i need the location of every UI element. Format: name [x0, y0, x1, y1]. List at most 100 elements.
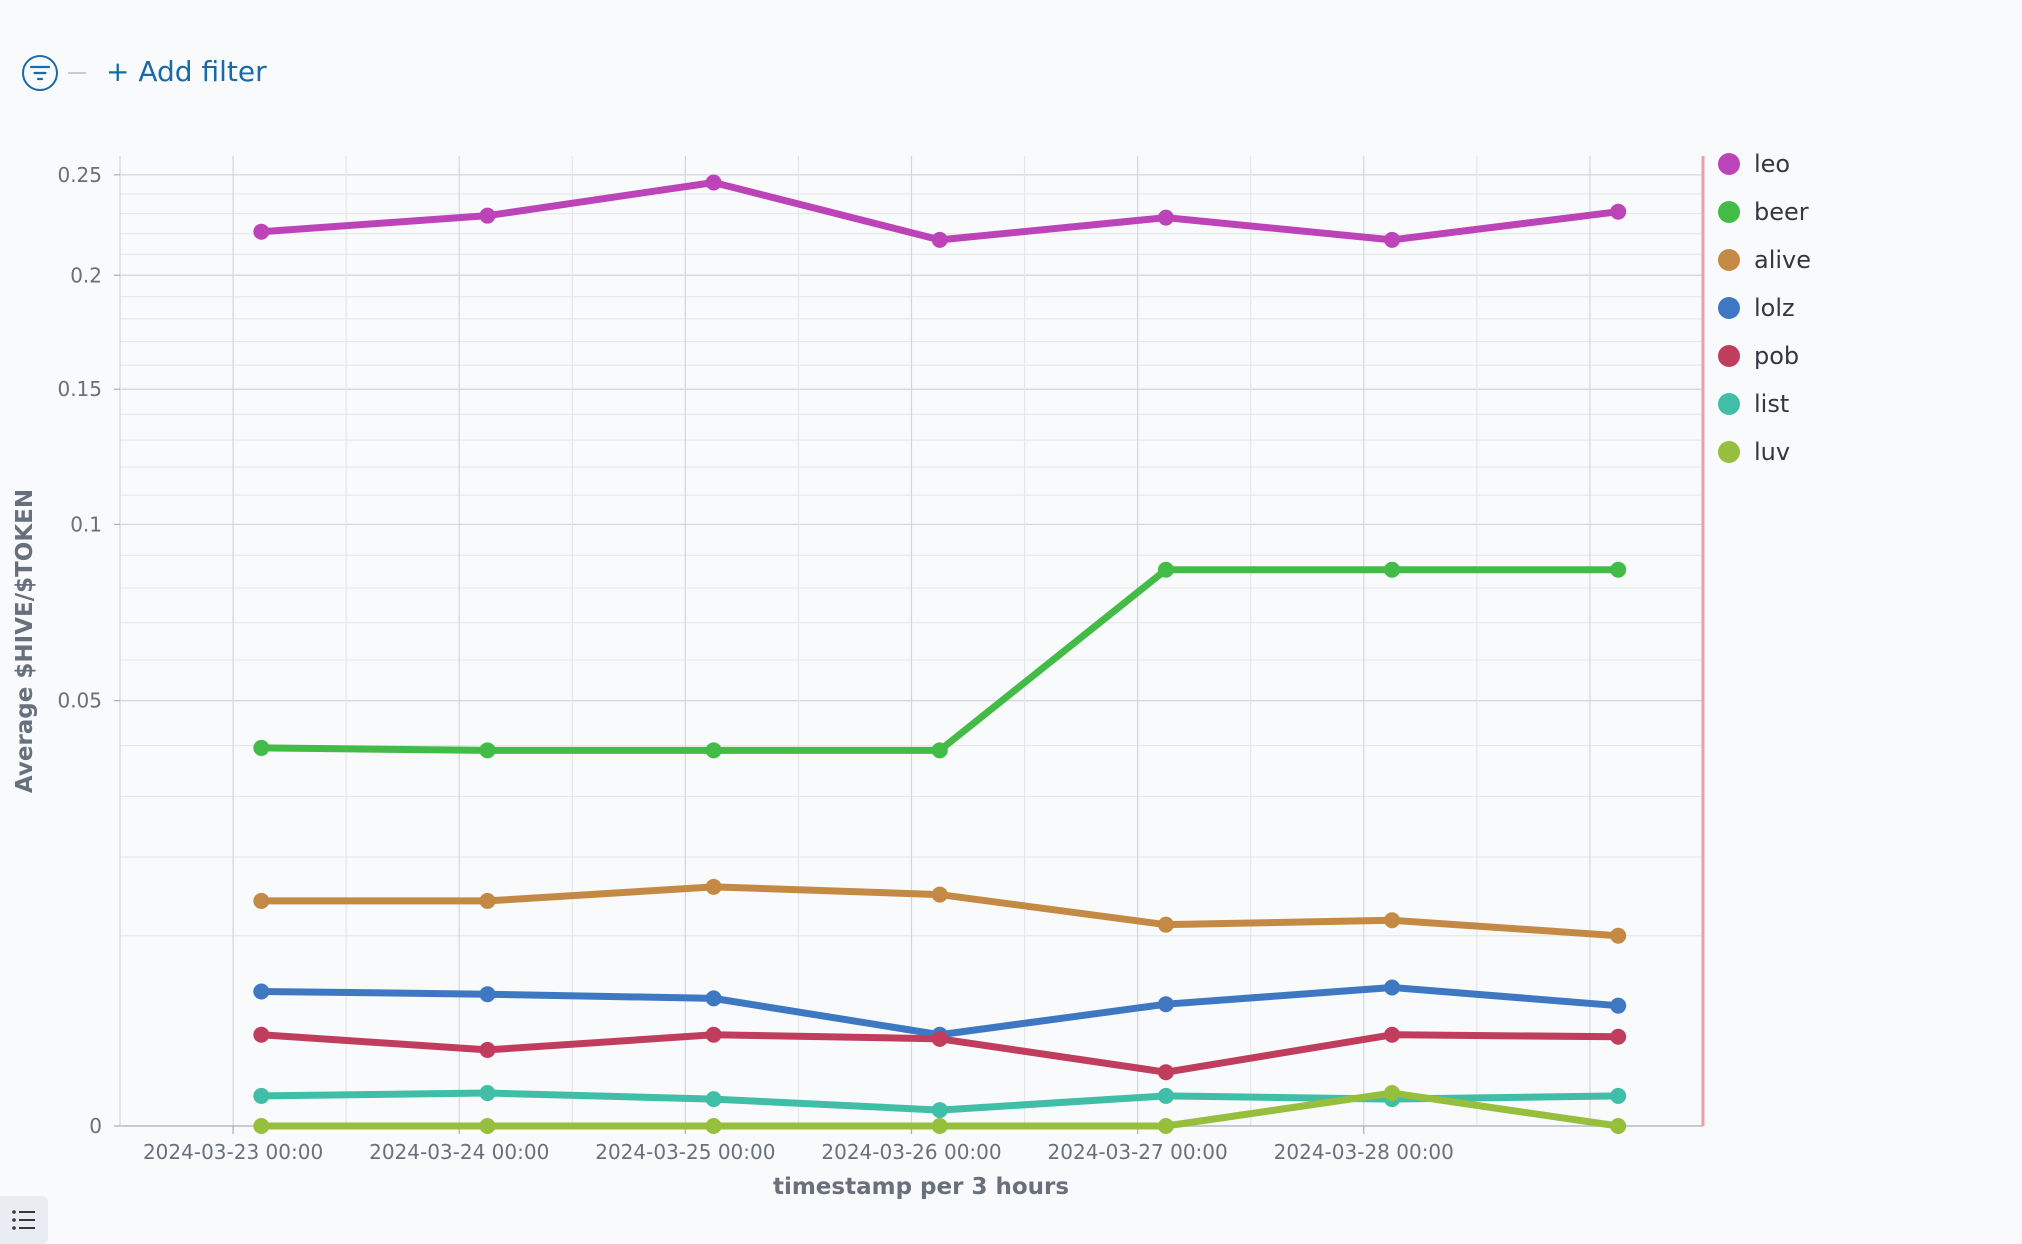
data-point-pob[interactable]: [1384, 1026, 1401, 1043]
data-point-leo[interactable]: [253, 223, 270, 240]
data-point-leo[interactable]: [1157, 209, 1174, 226]
data-point-luv[interactable]: [1384, 1085, 1401, 1102]
data-point-lolz[interactable]: [705, 990, 722, 1007]
chart-series: [253, 174, 1627, 1134]
data-point-pob[interactable]: [931, 1030, 948, 1047]
data-point-luv[interactable]: [705, 1118, 722, 1134]
data-point-alive[interactable]: [253, 892, 270, 909]
data-point-leo[interactable]: [1610, 203, 1627, 220]
y-axis-label: Average $HIVE/$TOKEN: [12, 489, 38, 793]
legend-toggle-button[interactable]: [0, 1196, 48, 1244]
x-tick-label: 2024-03-26 00:00: [821, 1140, 1001, 1164]
data-point-lolz[interactable]: [1384, 979, 1401, 996]
legend-item-pob[interactable]: pob: [1718, 332, 1811, 380]
data-point-beer[interactable]: [479, 742, 496, 759]
data-point-alive[interactable]: [705, 878, 722, 895]
data-point-leo[interactable]: [479, 207, 496, 224]
legend-swatch: [1718, 345, 1740, 367]
legend-item-beer[interactable]: beer: [1718, 188, 1811, 236]
data-point-lolz[interactable]: [1610, 997, 1627, 1014]
data-point-lolz[interactable]: [1157, 996, 1174, 1013]
y-tick-label: 0.05: [57, 689, 102, 713]
x-tick-label: 2024-03-28 00:00: [1274, 1140, 1454, 1164]
data-point-alive[interactable]: [479, 892, 496, 909]
data-point-list[interactable]: [931, 1102, 948, 1119]
legend-label: pob: [1754, 342, 1800, 370]
data-point-list[interactable]: [253, 1087, 270, 1104]
x-tick-label: 2024-03-23 00:00: [143, 1140, 323, 1164]
legend-label: beer: [1754, 198, 1809, 226]
series-beer: [253, 561, 1627, 759]
y-tick-label: 0.2: [70, 263, 102, 287]
filter-separator: [68, 72, 86, 74]
y-tick-label: 0.25: [57, 163, 102, 187]
legend-swatch: [1718, 393, 1740, 415]
legend-label: alive: [1754, 246, 1812, 274]
legend-label: leo: [1754, 150, 1791, 178]
data-point-leo[interactable]: [1384, 231, 1401, 248]
legend-swatch: [1718, 441, 1740, 463]
list-icon: [12, 1210, 35, 1230]
data-point-list[interactable]: [1157, 1087, 1174, 1104]
data-point-alive[interactable]: [1384, 912, 1401, 929]
legend-swatch: [1718, 249, 1740, 271]
filter-button[interactable]: [22, 55, 58, 91]
data-point-leo[interactable]: [931, 231, 948, 248]
filter-icon: [29, 65, 51, 81]
data-point-pob[interactable]: [253, 1026, 270, 1043]
data-point-list[interactable]: [705, 1091, 722, 1108]
add-filter-button[interactable]: + Add filter: [106, 55, 267, 88]
data-point-beer[interactable]: [253, 739, 270, 756]
data-point-luv[interactable]: [1157, 1118, 1174, 1134]
legend-item-lolz[interactable]: lolz: [1718, 284, 1811, 332]
chart-legend: leo beer alive lolz pob list luv: [1718, 140, 1811, 476]
data-point-pob[interactable]: [1157, 1064, 1174, 1081]
data-point-luv[interactable]: [479, 1118, 496, 1134]
data-point-list[interactable]: [1610, 1087, 1627, 1104]
series-pob: [253, 1026, 1627, 1081]
y-axis-ticks: 0 0.05 0.1 0.15 0.2 0.25: [57, 163, 120, 1138]
data-point-pob[interactable]: [479, 1041, 496, 1058]
y-tick-label: 0: [89, 1114, 102, 1138]
x-axis-ticks: 2024-03-23 00:00 2024-03-24 00:00 2024-03-…: [143, 1126, 1454, 1164]
x-tick-label: 2024-03-25 00:00: [595, 1140, 775, 1164]
data-point-pob[interactable]: [1610, 1028, 1627, 1045]
data-point-leo[interactable]: [705, 174, 722, 191]
data-point-pob[interactable]: [705, 1026, 722, 1043]
data-point-list[interactable]: [479, 1085, 496, 1102]
data-point-alive[interactable]: [1157, 916, 1174, 933]
legend-item-alive[interactable]: alive: [1718, 236, 1811, 284]
data-point-beer[interactable]: [931, 742, 948, 759]
data-point-beer[interactable]: [1384, 561, 1401, 578]
data-point-luv[interactable]: [253, 1118, 270, 1134]
data-point-lolz[interactable]: [253, 983, 270, 1000]
legend-label: luv: [1754, 438, 1791, 466]
data-point-luv[interactable]: [931, 1118, 948, 1134]
data-point-beer[interactable]: [1610, 561, 1627, 578]
legend-label: list: [1754, 390, 1790, 418]
legend-item-list[interactable]: list: [1718, 380, 1811, 428]
legend-swatch: [1718, 297, 1740, 319]
x-tick-label: 2024-03-24 00:00: [369, 1140, 549, 1164]
legend-swatch: [1718, 201, 1740, 223]
data-point-alive[interactable]: [1610, 927, 1627, 944]
series-luv: [253, 1085, 1627, 1134]
legend-item-leo[interactable]: leo: [1718, 140, 1811, 188]
y-tick-label: 0.1: [70, 512, 102, 536]
x-tick-label: 2024-03-27 00:00: [1048, 1140, 1228, 1164]
series-alive: [253, 878, 1627, 944]
data-point-beer[interactable]: [1157, 561, 1174, 578]
legend-item-luv[interactable]: luv: [1718, 428, 1811, 476]
data-point-lolz[interactable]: [479, 986, 496, 1003]
series-leo: [253, 174, 1627, 248]
x-axis-label: timestamp per 3 hours: [773, 1174, 1069, 1200]
legend-swatch: [1718, 153, 1740, 175]
series-line-leo: [257, 178, 1622, 244]
y-tick-label: 0.15: [57, 377, 102, 401]
data-point-luv[interactable]: [1610, 1118, 1627, 1134]
filter-bar: + Add filter: [0, 0, 2022, 110]
data-point-beer[interactable]: [705, 742, 722, 759]
data-point-alive[interactable]: [931, 886, 948, 903]
legend-label: lolz: [1754, 294, 1795, 322]
